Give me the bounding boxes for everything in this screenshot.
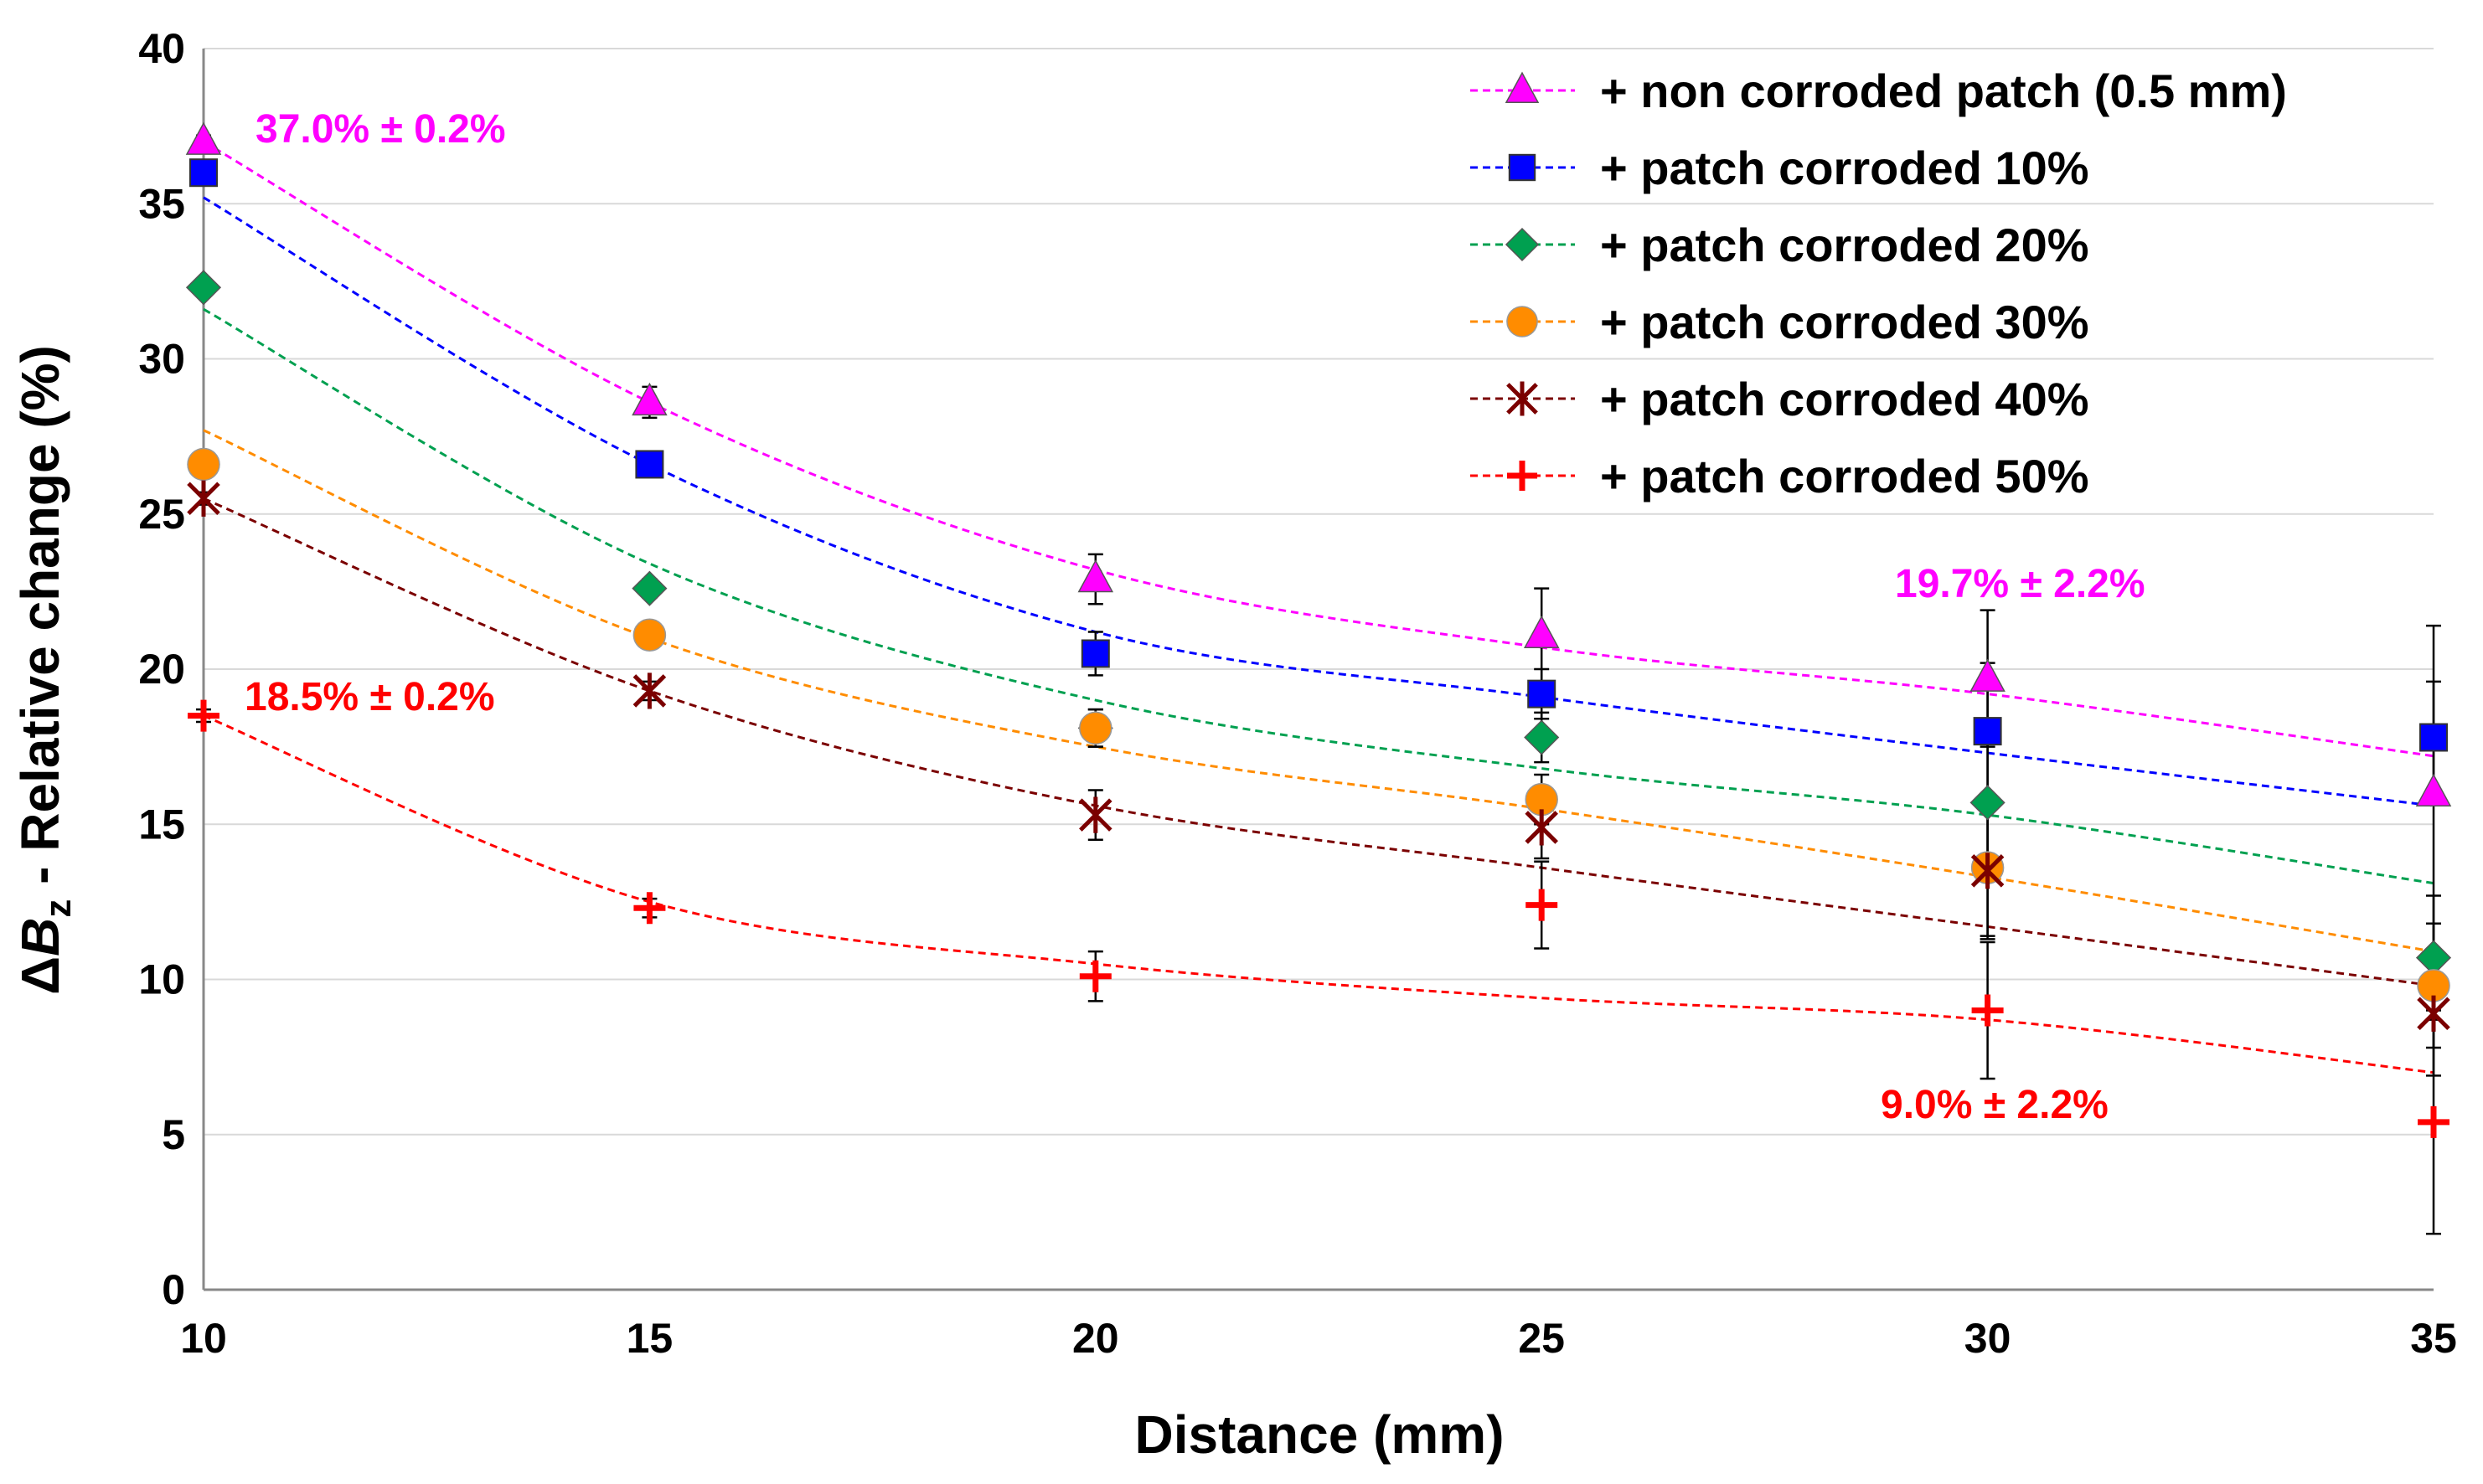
legend-marker <box>1508 153 1536 182</box>
x-axis-label: Distance (mm) <box>1135 1404 1505 1465</box>
y-tick-label: 40 <box>138 25 185 72</box>
data-point-series-0 <box>185 121 222 155</box>
legend-entry: + patch corroded 20% <box>1600 219 2089 271</box>
data-point-series-0 <box>1969 658 2006 692</box>
x-tick-label: 35 <box>2410 1315 2457 1362</box>
trend-line-series-2 <box>203 307 2434 885</box>
legend-entry: + patch corroded 50% <box>1600 450 2089 502</box>
data-point-series-4 <box>2417 995 2450 1032</box>
legend-entry: + patch corroded 40% <box>1600 373 2089 425</box>
legend-marker <box>1506 381 1538 416</box>
annotation-nonpatch-start: 37.0% ± 0.2% <box>256 107 506 152</box>
data-point-series-0 <box>2415 773 2452 806</box>
data-point-series-5 <box>2418 1105 2449 1138</box>
data-point-series-0 <box>1523 615 1560 648</box>
legend-marker <box>1506 460 1538 492</box>
legend-marker <box>1505 227 1540 262</box>
annotations: 37.0% ± 0.2% 19.7% ± 2.2% 18.5% ± 0.2% 9… <box>245 107 2145 1127</box>
trend-line-series-5 <box>203 714 2434 1074</box>
annotation-nonpatch-end: 19.7% ± 2.2% <box>1895 562 2145 606</box>
data-point-series-2 <box>1969 785 2006 821</box>
y-tick-label: 30 <box>138 336 185 383</box>
data-point-series-4 <box>1970 853 2005 889</box>
y-axis-label-delta: Δ <box>10 956 70 995</box>
data-point-series-3 <box>187 447 220 482</box>
data-point-series-0 <box>632 382 668 416</box>
y-axis-label-var: B <box>10 918 70 956</box>
annotation-patch50-start: 18.5% ± 0.2% <box>245 675 495 719</box>
legend-entry: + patch corroded 30% <box>1600 296 2089 348</box>
data-point-series-4 <box>1079 796 1112 833</box>
y-tick-label: 5 <box>162 1111 185 1158</box>
legend: + non corroded patch (0.5 mm) + patch cor… <box>1470 64 2287 502</box>
y-tick-label: 25 <box>138 491 185 538</box>
data-point-series-5 <box>1525 889 1558 921</box>
data-point-series-1 <box>1973 717 2002 746</box>
y-tick-label: 20 <box>138 646 185 693</box>
y-tick-label: 15 <box>138 801 185 848</box>
data-point-series-4 <box>632 672 667 709</box>
y-axis-label: ΔBz - Relative change (%) <box>10 345 79 995</box>
data-point-series-0 <box>1077 559 1114 593</box>
legend-marker <box>1506 306 1538 338</box>
trend-line-series-1 <box>203 196 2434 807</box>
trend-line-series-0 <box>203 140 2434 758</box>
x-tick-label: 15 <box>627 1315 674 1362</box>
trend-line-series-3 <box>203 429 2434 953</box>
data-point-series-3 <box>1079 711 1112 745</box>
x-tick-label: 10 <box>180 1315 227 1362</box>
data-point-series-4 <box>187 480 220 517</box>
data-point-series-2 <box>1524 719 1560 755</box>
y-axis-label-sub: z <box>38 899 79 918</box>
annotation-patch50-end: 9.0% ± 2.2% <box>1881 1083 2109 1127</box>
data-point-series-5 <box>1079 960 1112 992</box>
data-point-series-3 <box>632 618 667 652</box>
trend-lines <box>203 140 2434 1074</box>
x-tick-label: 25 <box>1518 1315 1565 1362</box>
legend-entry: + non corroded patch (0.5 mm) <box>1600 64 2287 117</box>
data-point-series-1 <box>1081 639 1110 668</box>
gridlines <box>204 48 2434 1136</box>
data-point-series-5 <box>188 699 219 732</box>
y-axis-label-rest: - Relative change (%) <box>10 345 70 899</box>
trend-line-series-4 <box>203 497 2434 987</box>
axes <box>202 49 2434 1291</box>
data-point-series-2 <box>185 270 222 306</box>
data-point-series-1 <box>189 158 218 188</box>
data-point-series-1 <box>635 450 664 479</box>
x-tick-label: 20 <box>1072 1315 1119 1362</box>
x-tick-label: 30 <box>1964 1315 2011 1362</box>
tick-labels: 0 5 10 15 20 25 30 35 40 10 15 20 25 30 35 <box>138 25 2456 1362</box>
y-tick-label: 35 <box>138 180 185 227</box>
y-tick-label: 10 <box>138 956 185 1003</box>
data-point-series-2 <box>632 570 668 606</box>
y-tick-label: 0 <box>162 1266 185 1313</box>
legend-entry: + patch corroded 10% <box>1600 142 2089 194</box>
data-points <box>185 121 2452 1138</box>
data-point-series-5 <box>633 892 666 925</box>
data-point-series-5 <box>1971 994 2004 1027</box>
legend-marker <box>1505 71 1540 103</box>
data-point-series-1 <box>2419 723 2448 752</box>
data-point-series-4 <box>1525 809 1558 846</box>
data-point-series-1 <box>1527 679 1556 709</box>
